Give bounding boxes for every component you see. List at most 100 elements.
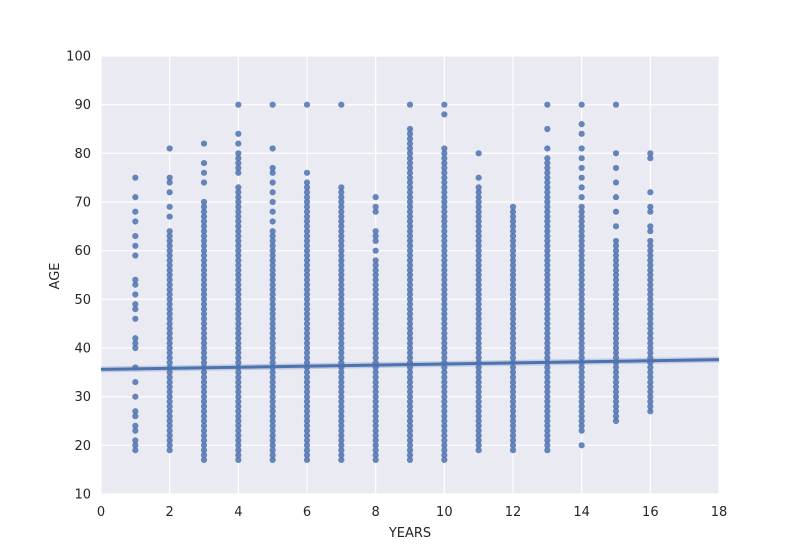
data-point bbox=[578, 223, 585, 230]
data-point bbox=[269, 262, 276, 269]
data-point bbox=[235, 159, 242, 167]
data-point bbox=[166, 354, 173, 361]
data-point bbox=[441, 213, 448, 220]
data-point bbox=[303, 354, 311, 361]
data-point bbox=[612, 301, 620, 308]
data-point bbox=[509, 427, 517, 434]
data-point bbox=[544, 344, 551, 352]
data-point bbox=[406, 325, 414, 332]
data-point bbox=[441, 271, 448, 279]
data-point bbox=[235, 194, 242, 201]
data-point bbox=[612, 344, 620, 352]
data-point bbox=[406, 388, 414, 395]
data-point bbox=[338, 403, 345, 410]
data-point bbox=[166, 325, 173, 332]
data-point bbox=[200, 432, 208, 439]
data-point bbox=[303, 374, 311, 381]
data-point bbox=[647, 150, 654, 157]
data-point bbox=[235, 257, 242, 264]
data-point bbox=[612, 150, 620, 157]
data-point bbox=[475, 203, 482, 210]
data-point bbox=[578, 291, 585, 298]
data-point bbox=[578, 310, 585, 318]
data-point bbox=[406, 198, 414, 206]
data-point bbox=[303, 403, 311, 410]
data-point bbox=[475, 417, 482, 425]
data-point bbox=[578, 378, 585, 386]
data-point bbox=[269, 315, 276, 322]
data-point bbox=[200, 242, 208, 249]
y-tick-label: 100 bbox=[66, 50, 91, 65]
data-point bbox=[544, 101, 551, 108]
data-point bbox=[235, 403, 242, 410]
data-point bbox=[372, 456, 379, 464]
data-point bbox=[475, 213, 482, 220]
data-point bbox=[338, 301, 345, 308]
data-point bbox=[235, 203, 242, 210]
data-point bbox=[269, 422, 276, 429]
data-point bbox=[475, 413, 482, 420]
data-point bbox=[441, 315, 448, 322]
data-point bbox=[406, 101, 414, 108]
data-point bbox=[509, 257, 517, 264]
data-point-column bbox=[338, 184, 345, 464]
data-point bbox=[235, 310, 242, 318]
data-point bbox=[544, 257, 551, 264]
data-point bbox=[441, 364, 448, 371]
data-point bbox=[132, 301, 139, 308]
data-point bbox=[578, 164, 585, 172]
data-point bbox=[406, 276, 414, 283]
data-point bbox=[578, 354, 585, 361]
x-tick-label: 6 bbox=[303, 505, 311, 520]
data-point bbox=[303, 456, 311, 464]
data-point bbox=[578, 247, 585, 254]
data-point bbox=[235, 291, 242, 298]
data-point bbox=[647, 408, 654, 415]
data-point bbox=[544, 252, 551, 259]
data-point bbox=[647, 315, 654, 322]
data-point bbox=[269, 320, 276, 327]
data-point bbox=[612, 315, 620, 322]
data-point bbox=[303, 408, 311, 415]
data-point bbox=[578, 413, 585, 420]
data-point bbox=[235, 335, 242, 342]
data-point bbox=[372, 237, 379, 245]
data-point bbox=[612, 354, 620, 361]
data-point bbox=[200, 325, 208, 332]
data-point bbox=[612, 393, 620, 400]
data-point bbox=[132, 208, 139, 215]
data-point bbox=[441, 208, 448, 215]
data-point bbox=[166, 432, 173, 439]
data-point bbox=[269, 179, 276, 186]
data-point bbox=[200, 378, 208, 386]
data-point bbox=[406, 305, 414, 313]
data-point bbox=[235, 101, 242, 108]
data-point bbox=[406, 437, 414, 444]
y-tick-label: 90 bbox=[74, 98, 91, 113]
data-point bbox=[269, 291, 276, 298]
data-point bbox=[166, 179, 173, 186]
data-point bbox=[235, 349, 242, 356]
data-point bbox=[235, 169, 242, 176]
data-point bbox=[338, 198, 345, 206]
data-point bbox=[132, 344, 139, 352]
data-point bbox=[235, 164, 242, 172]
data-point bbox=[338, 325, 345, 332]
data-point-column bbox=[475, 184, 482, 454]
data-point bbox=[372, 335, 379, 342]
data-point bbox=[338, 271, 345, 279]
data-point-column bbox=[612, 237, 620, 425]
data-point bbox=[303, 208, 311, 215]
data-point bbox=[544, 228, 551, 235]
data-point bbox=[303, 252, 311, 259]
data-point bbox=[303, 335, 311, 342]
data-point bbox=[441, 393, 448, 400]
data-point bbox=[441, 159, 448, 167]
data-point bbox=[475, 305, 482, 313]
data-point bbox=[235, 208, 242, 215]
data-point bbox=[166, 374, 173, 381]
data-point bbox=[338, 296, 345, 303]
data-point bbox=[235, 198, 242, 206]
data-point bbox=[200, 281, 208, 288]
data-point bbox=[475, 242, 482, 249]
